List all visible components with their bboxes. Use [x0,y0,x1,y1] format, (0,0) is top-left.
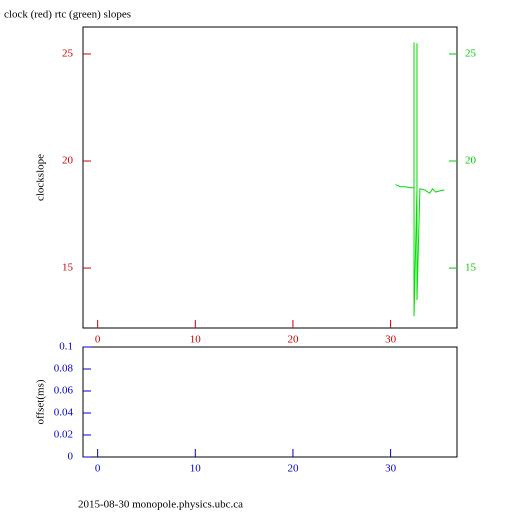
y2-tick-label: 20 [465,155,477,167]
footer: 2015-08-30 monopole.physics.ubc.ca [78,499,243,511]
x-tick-label: 0 [95,463,101,475]
y2-tick-label: 25 [465,48,477,60]
x-tick-label: 30 [385,334,397,346]
plot-frame [82,26,458,329]
y-tick-label: 0 [68,451,74,463]
x-tick-label: 20 [287,463,299,475]
x-tick-label: 10 [190,334,202,346]
y2-tick-label: 15 [465,262,477,274]
x-tick-label: 20 [287,334,299,346]
x-tick-label: 0 [95,334,101,346]
y-tick-label: 20 [62,155,74,167]
y-tick-label: 0.08 [54,363,74,375]
plot-frame [82,346,458,458]
chart-title: clock (red) rtc (green) slopes [4,9,131,21]
x-tick-label: 30 [385,463,397,475]
y-axis-label: clockslope [35,154,47,201]
series-line [395,42,445,317]
y-tick-label: 0.02 [54,429,73,441]
y-tick-label: 15 [62,262,74,274]
y-tick-label: 0.06 [54,385,74,397]
y-tick-label: 0.1 [59,341,73,353]
y-tick-label: 25 [62,48,74,60]
x-tick-label: 10 [190,463,202,475]
y-axis-label: offset(ms) [35,379,47,424]
y-tick-label: 0.04 [54,407,74,419]
